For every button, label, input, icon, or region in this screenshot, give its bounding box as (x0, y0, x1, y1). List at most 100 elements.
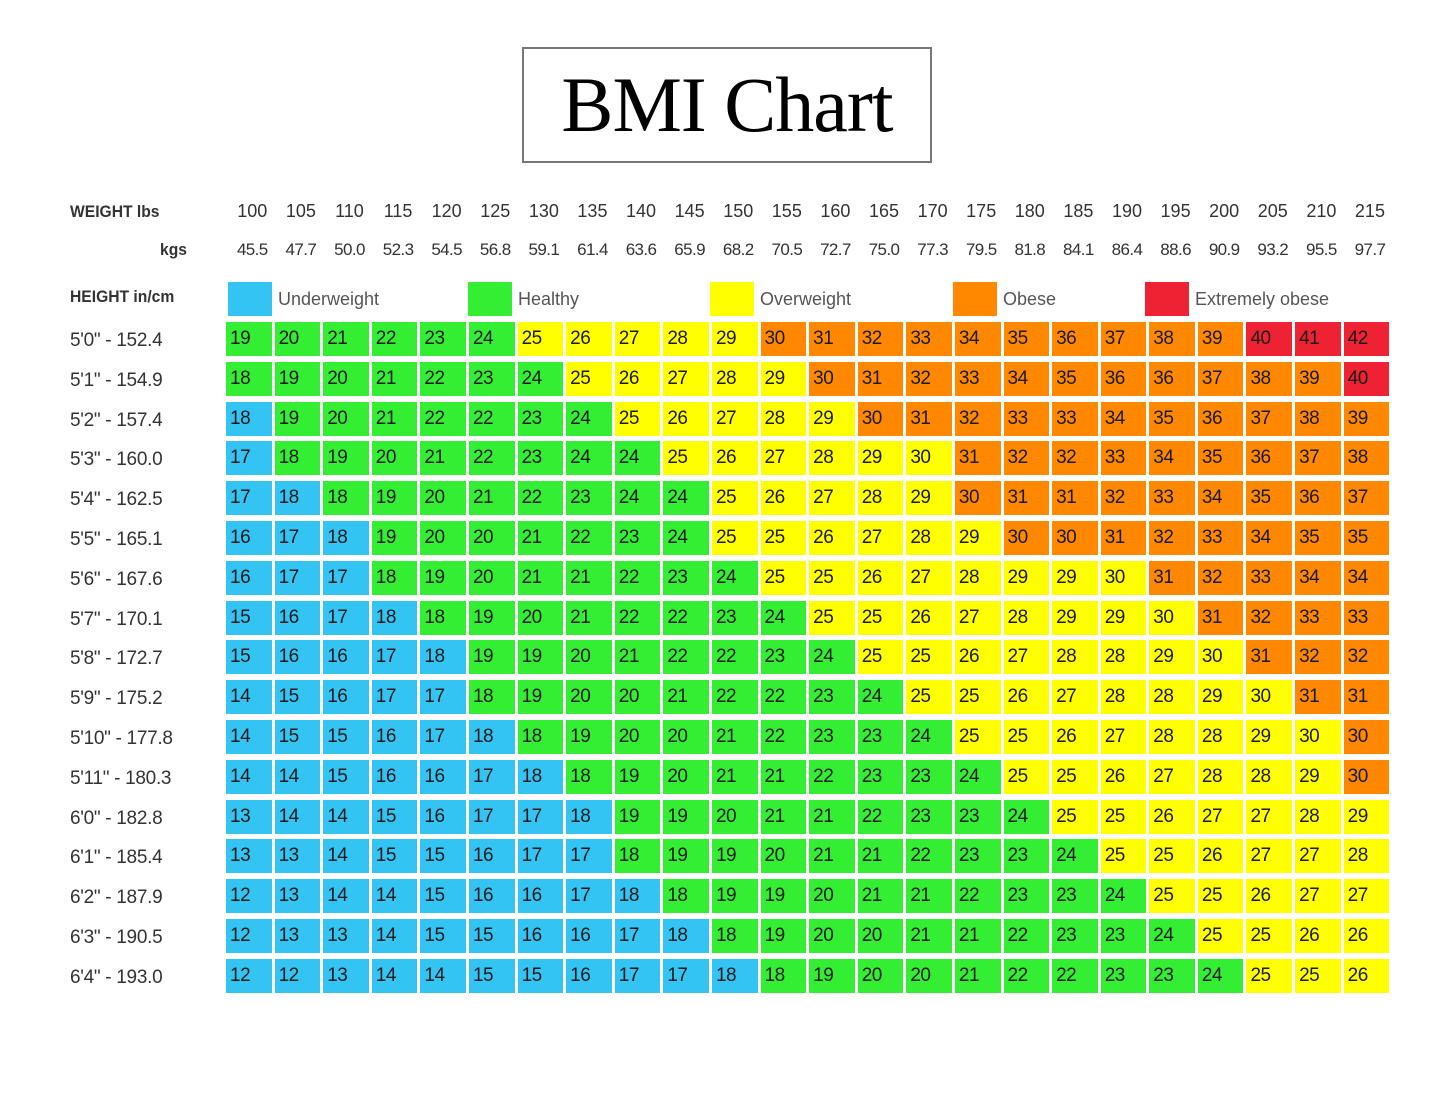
bmi-cell: 13 (274, 879, 321, 914)
bmi-cell: 21 (371, 401, 418, 436)
bmi-cell: 12 (226, 879, 272, 914)
chart-title-box: BMI Chart (522, 47, 932, 163)
bmi-cell: 23 (1149, 958, 1195, 993)
bmi-cell: 32 (1197, 560, 1244, 595)
weight-lbs-tick: 165 (868, 201, 900, 221)
bmi-cell: 23 (1052, 918, 1098, 953)
bmi-cell: 24 (1149, 918, 1195, 953)
bmi-cell: 19 (517, 680, 564, 715)
bmi-cell: 22 (566, 520, 612, 555)
bmi-cell: 25 (954, 719, 1001, 754)
bmi-cell: 22 (711, 680, 758, 715)
bmi-cell: 26 (614, 361, 661, 396)
bmi-cell: 19 (614, 759, 661, 794)
bmi-cell: 18 (274, 441, 321, 476)
bmi-cell: 13 (274, 839, 321, 874)
bmi-cell: 20 (760, 839, 807, 874)
bmi-cell: 21 (517, 560, 564, 595)
bmi-cell: 30 (906, 441, 952, 476)
bmi-cell: 18 (663, 879, 709, 914)
bmi-cell: 31 (1343, 680, 1390, 715)
bmi-cell: 17 (420, 719, 466, 754)
bmi-cell: 33 (954, 361, 1001, 396)
bmi-cell: 25 (906, 640, 952, 675)
bmi-cell: 25 (1052, 799, 1098, 834)
bmi-cell: 16 (371, 759, 418, 794)
bmi-cell: 28 (1100, 680, 1147, 715)
bmi-cell: 24 (517, 361, 564, 396)
legend-swatch (953, 282, 997, 316)
bmi-cell: 19 (663, 839, 709, 874)
bmi-cell: 26 (954, 640, 1001, 675)
bmi-cell: 29 (857, 441, 904, 476)
bmi-cell: 23 (954, 799, 1001, 834)
weight-kgs-tick: 56.8 (479, 240, 511, 259)
bmi-cell: 27 (663, 361, 709, 396)
bmi-cell: 34 (1100, 401, 1147, 436)
bmi-cell: 25 (1100, 799, 1147, 834)
bmi-cell: 21 (323, 322, 369, 356)
bmi-cell: 30 (809, 361, 855, 396)
bmi-cell: 20 (809, 918, 855, 953)
bmi-cell: 31 (1100, 520, 1147, 555)
bmi-cell: 18 (274, 481, 321, 516)
bmi-cell: 15 (420, 879, 466, 914)
bmi-cell: 25 (663, 441, 709, 476)
bmi-cell: 23 (809, 680, 855, 715)
bmi-cell: 18 (614, 839, 661, 874)
bmi-cell: 20 (809, 879, 855, 914)
bmi-cell: 18 (226, 361, 272, 396)
grid-row: 13 13 14 15 15 16 17 17 18 19 19 20 21 21 22 23 23 24 25 25… (226, 839, 1392, 879)
grid-row: 16 17 18 19 20 20 21 22 23 24 25 25 26 27 28 29 30 30 31 32… (226, 520, 1392, 561)
bmi-cell: 16 (566, 918, 612, 953)
bmi-cell: 18 (323, 481, 369, 516)
bmi-cell: 25 (760, 520, 807, 555)
bmi-cell: 17 (468, 799, 515, 834)
bmi-cell: 21 (663, 680, 709, 715)
bmi-cell: 14 (226, 719, 272, 754)
bmi-cell: 28 (1295, 799, 1341, 834)
weight-kgs-tick: 75.0 (868, 240, 900, 259)
height-label: 5'3" - 160.0 (70, 449, 163, 471)
bmi-cell: 26 (1149, 799, 1195, 834)
bmi-cell: 23 (1100, 958, 1147, 993)
bmi-cell: 29 (1100, 600, 1147, 635)
weight-kgs-tick: 88.6 (1160, 240, 1191, 259)
bmi-cell: 14 (420, 958, 466, 993)
bmi-cell: 29 (1149, 640, 1195, 675)
bmi-cell: 29 (1295, 759, 1341, 794)
bmi-cell: 30 (954, 481, 1001, 516)
bmi-cell: 36 (1100, 361, 1147, 396)
bmi-cell: 24 (809, 640, 855, 675)
weight-kgs-tick: 47.7 (285, 240, 317, 259)
bmi-cell: 14 (226, 680, 272, 715)
bmi-cell: 15 (420, 839, 466, 874)
bmi-cell: 30 (1100, 560, 1147, 595)
bmi-cell: 21 (809, 799, 855, 834)
bmi-cell: 40 (1343, 361, 1390, 396)
bmi-cell: 17 (614, 918, 661, 953)
grid-row: 19 20 21 22 23 24 25 26 27 28 29 30 31 32 33 34 35 36 37 38… (226, 322, 1392, 362)
weight-kgs-axis: 45.5 47.7 50.0 52.3 54.5 56.8 59.1 61.4 63.6 65.9… (228, 240, 1394, 260)
bmi-cell: 33 (1149, 481, 1195, 516)
bmi-cell: 23 (1003, 839, 1050, 874)
bmi-cell: 23 (566, 481, 612, 516)
bmi-cell: 39 (1295, 361, 1341, 396)
bmi-cell: 28 (954, 560, 1001, 595)
bmi-cell: 26 (1100, 759, 1147, 794)
bmi-cell: 21 (760, 799, 807, 834)
bmi-cell: 17 (371, 640, 418, 675)
bmi-cell: 18 (517, 719, 564, 754)
bmi-cell: 14 (371, 958, 418, 993)
bmi-cell: 19 (517, 640, 564, 675)
bmi-cell: 23 (906, 759, 952, 794)
bmi-cell: 25 (857, 640, 904, 675)
bmi-cell: 21 (954, 958, 1001, 993)
bmi-cell: 22 (1003, 958, 1050, 993)
bmi-cell: 16 (371, 719, 418, 754)
legend-label: Overweight (760, 288, 852, 309)
bmi-cell: 20 (517, 600, 564, 635)
bmi-cell: 25 (954, 680, 1001, 715)
weight-kgs-label: kgs (160, 240, 187, 259)
legend-swatch (468, 282, 512, 316)
